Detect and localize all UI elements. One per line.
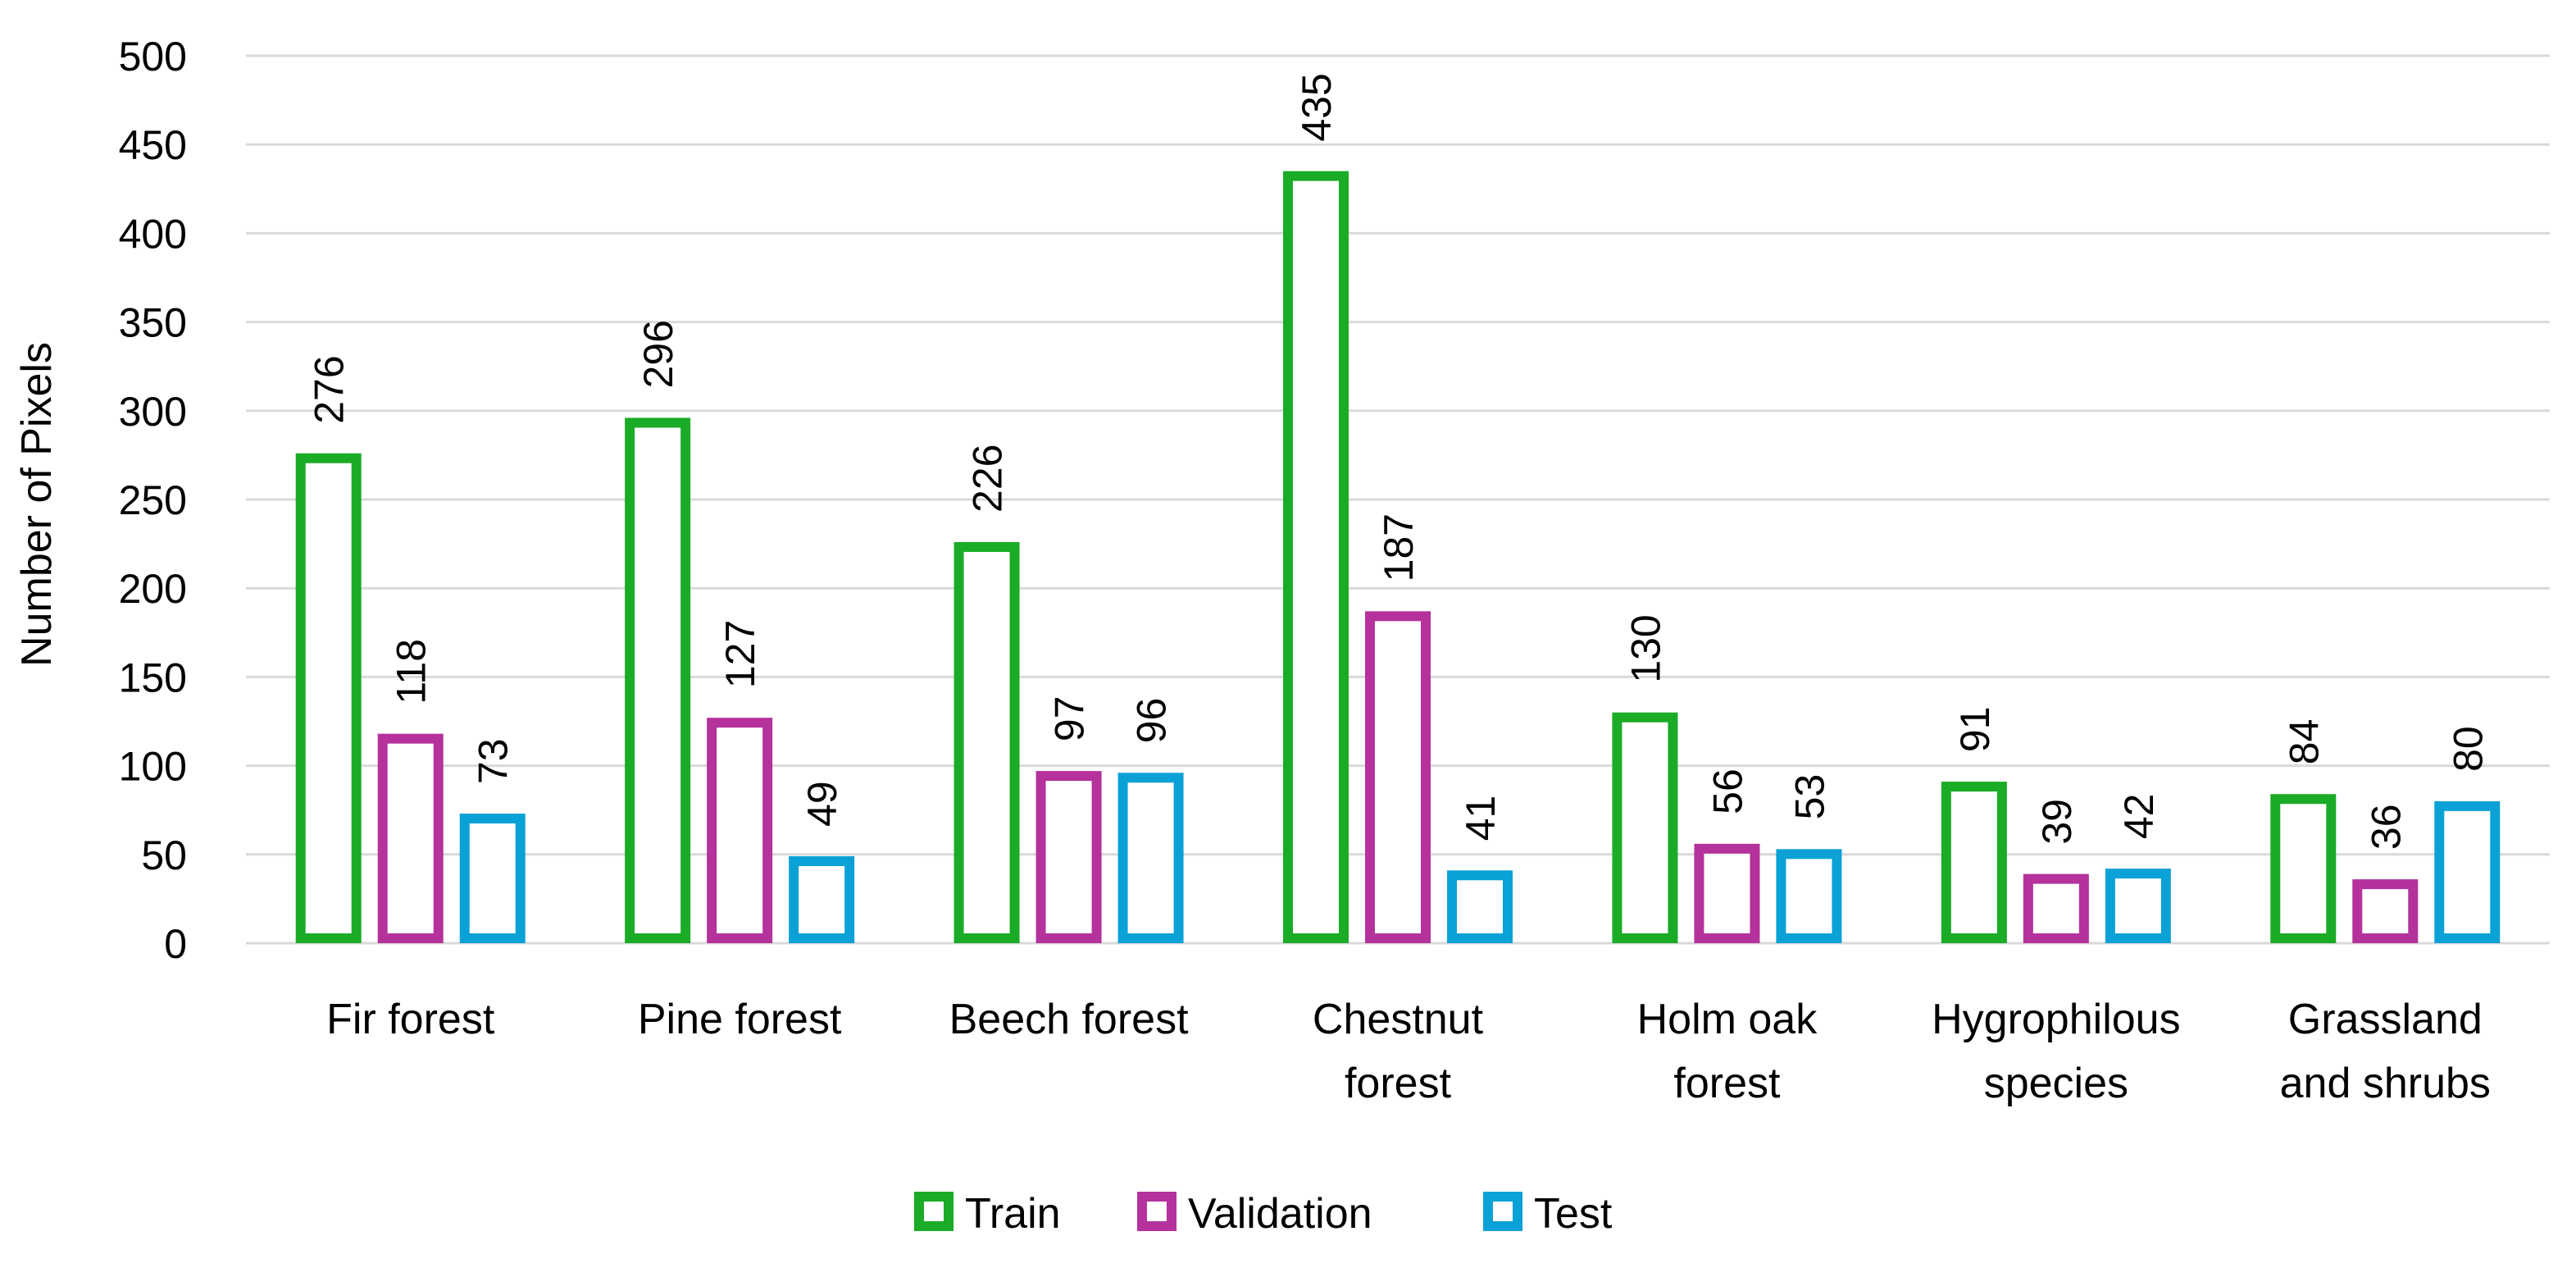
data-label: 435 bbox=[1294, 73, 1340, 141]
y-tick-label: 450 bbox=[119, 122, 187, 168]
y-axis-label: Number of Pixels bbox=[13, 342, 61, 667]
data-label: 96 bbox=[1129, 698, 1175, 744]
data-label: 296 bbox=[635, 320, 681, 388]
x-tick-label: Pine forest bbox=[638, 996, 842, 1043]
bar-validation bbox=[1365, 611, 1431, 943]
x-tick-label-line: Fir forest bbox=[326, 996, 495, 1043]
bar-validation bbox=[2023, 873, 2089, 943]
x-tick-label-line: Holm oak bbox=[1637, 996, 1818, 1043]
bar-test bbox=[789, 855, 855, 943]
data-label: 127 bbox=[717, 620, 763, 688]
data-label: 39 bbox=[2034, 799, 2080, 845]
x-tick-label: Beech forest bbox=[949, 996, 1189, 1043]
data-label: 42 bbox=[2116, 793, 2162, 839]
data-labels: 276 118 73 296 127 49 226 97 96 435 187 41 130 56 53 91… bbox=[307, 73, 2492, 850]
bar-train bbox=[625, 417, 691, 943]
y-tick-label: 200 bbox=[119, 566, 187, 612]
y-tick-label: 300 bbox=[119, 389, 187, 435]
legend-label-train: Train bbox=[965, 1190, 1061, 1238]
bar-test bbox=[2105, 869, 2171, 944]
bar-validation bbox=[377, 733, 444, 944]
legend-swatch-validation bbox=[1137, 1192, 1176, 1231]
bar-train bbox=[1283, 171, 1349, 944]
data-label: 97 bbox=[1047, 696, 1093, 741]
x-tick-label-line: Grassland bbox=[2288, 996, 2483, 1043]
data-label: 118 bbox=[389, 639, 435, 705]
x-tick-label: Grassland and shrubs bbox=[2280, 996, 2491, 1107]
data-label: 49 bbox=[799, 781, 845, 827]
x-tick-label: Fir forest bbox=[326, 996, 495, 1043]
bar-validation bbox=[707, 718, 773, 943]
legend-label-validation: Validation bbox=[1188, 1190, 1372, 1238]
y-tick-label: 500 bbox=[119, 34, 187, 80]
x-tick-label-line: Pine forest bbox=[638, 996, 842, 1043]
x-tick-label: Holm oak forest bbox=[1637, 996, 1818, 1107]
y-tick-label: 350 bbox=[119, 300, 187, 346]
bar-test bbox=[1776, 849, 1842, 943]
x-tick-label-line: Beech forest bbox=[949, 996, 1189, 1043]
legend-label-test: Test bbox=[1534, 1190, 1613, 1238]
data-label: 73 bbox=[471, 738, 517, 784]
legend: Train Validation Test bbox=[914, 1190, 1613, 1238]
bar-test bbox=[1117, 773, 1184, 943]
bars bbox=[295, 171, 2501, 944]
data-label: 41 bbox=[1458, 796, 1504, 841]
data-label: 84 bbox=[2281, 719, 2327, 765]
y-axis-ticks: 0 50 100 150 200 250 300 350 400 450 500 bbox=[119, 34, 187, 967]
data-label: 187 bbox=[1376, 513, 1422, 581]
y-tick-label: 150 bbox=[119, 654, 187, 700]
data-label: 80 bbox=[2445, 726, 2491, 772]
bar-train bbox=[1941, 782, 2007, 943]
y-tick-label: 0 bbox=[164, 921, 187, 967]
bar-test bbox=[2434, 800, 2501, 943]
bar-test bbox=[1447, 870, 1513, 943]
data-label: 276 bbox=[307, 355, 353, 423]
x-tick-label-line: Hygrophilous bbox=[1932, 996, 2181, 1043]
x-tick-label-line: and shrubs bbox=[2280, 1060, 2491, 1107]
legend-swatch-test bbox=[1483, 1192, 1522, 1231]
data-label: 91 bbox=[1952, 706, 1998, 752]
x-tick-label: Hygrophilous species bbox=[1932, 996, 2181, 1107]
bar-validation bbox=[1035, 771, 1102, 943]
y-tick-label: 50 bbox=[141, 832, 187, 878]
y-tick-label: 100 bbox=[119, 744, 187, 790]
y-tick-label: 400 bbox=[119, 211, 187, 257]
x-axis-ticks: Fir forest Pine forest Beech forest Chestnu… bbox=[326, 996, 2491, 1107]
legend-swatch-train bbox=[914, 1192, 953, 1231]
bar-test bbox=[459, 814, 526, 944]
data-label: 36 bbox=[2363, 804, 2409, 850]
x-tick-label-line: forest bbox=[1345, 1060, 1452, 1107]
y-tick-label: 250 bbox=[119, 477, 187, 523]
bar-train bbox=[1612, 712, 1678, 943]
x-tick-label-line: Chestnut bbox=[1313, 996, 1484, 1043]
bar-train bbox=[2270, 794, 2337, 943]
bar-train bbox=[295, 453, 362, 943]
bar-validation bbox=[2352, 879, 2419, 943]
bar-train bbox=[953, 541, 1020, 943]
x-tick-label-line: forest bbox=[1673, 1060, 1781, 1107]
data-label: 53 bbox=[1786, 774, 1832, 820]
bar-validation bbox=[1694, 843, 1760, 944]
x-tick-label-line: species bbox=[1984, 1060, 2128, 1107]
data-label: 56 bbox=[1704, 768, 1750, 814]
x-tick-label: Chestnut forest bbox=[1313, 996, 1484, 1107]
data-label: 226 bbox=[965, 444, 1011, 512]
data-label: 130 bbox=[1623, 614, 1668, 682]
